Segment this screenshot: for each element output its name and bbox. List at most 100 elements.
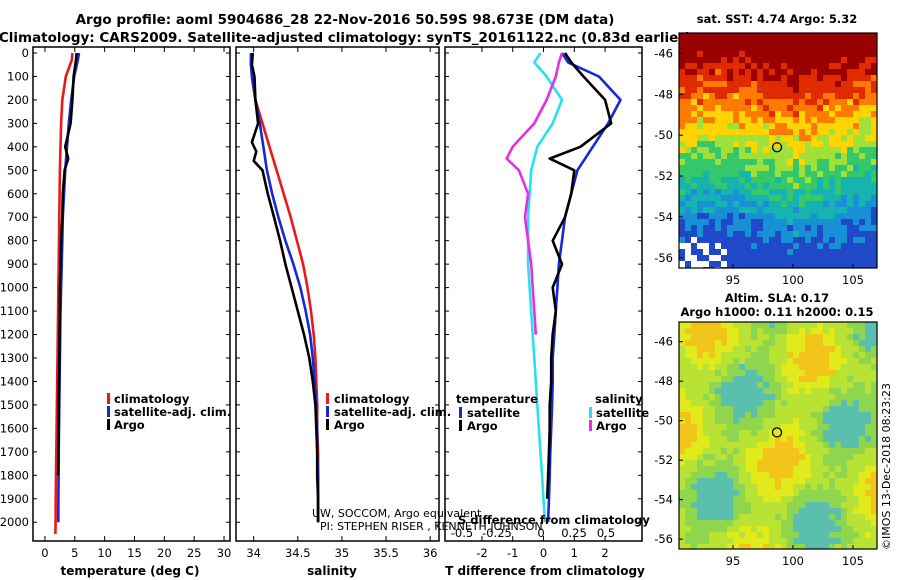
map-cell	[703, 532, 709, 538]
map-cell	[703, 340, 709, 346]
map-cell	[697, 231, 703, 237]
map-cell	[835, 75, 841, 81]
map-cell	[697, 424, 703, 430]
map-cell	[739, 123, 745, 129]
map-cell	[769, 111, 775, 117]
map-cell	[721, 147, 727, 153]
map-cell	[739, 75, 745, 81]
map-cell	[769, 249, 775, 255]
map-cell	[697, 454, 703, 460]
map-cell	[775, 195, 781, 201]
map-cell	[871, 261, 877, 267]
map-cell	[727, 63, 733, 69]
map-cell	[751, 81, 757, 87]
map-cell	[805, 448, 811, 454]
map-cell	[763, 51, 769, 57]
map-cell	[853, 454, 859, 460]
map-cell	[703, 201, 709, 207]
map-cell	[751, 466, 757, 472]
map-cell	[799, 135, 805, 141]
map-cell	[685, 225, 691, 231]
map-cell	[853, 394, 859, 400]
map-cell	[775, 370, 781, 376]
map-cell	[733, 201, 739, 207]
map-cell	[739, 382, 745, 388]
map-cell	[697, 33, 703, 39]
map-cell	[733, 340, 739, 346]
map-cell	[847, 538, 853, 544]
map-y-tick-label: -54	[654, 210, 673, 224]
map-cell	[835, 213, 841, 219]
map-cell	[859, 430, 865, 436]
map-cell	[685, 111, 691, 117]
map-cell	[865, 81, 871, 87]
map-cell	[835, 478, 841, 484]
map-cell	[853, 418, 859, 424]
map-cell	[745, 376, 751, 382]
map-cell	[679, 129, 685, 135]
map-cell	[703, 382, 709, 388]
map-cell	[787, 111, 793, 117]
map-cell	[721, 424, 727, 430]
map-cell	[679, 352, 685, 358]
map-cell	[823, 418, 829, 424]
map-cell	[745, 400, 751, 406]
map-cell	[757, 153, 763, 159]
map-cell	[697, 412, 703, 418]
map-cell	[865, 165, 871, 171]
map-cell	[811, 75, 817, 81]
map-cell	[835, 135, 841, 141]
map-cell	[715, 213, 721, 219]
map-cell	[811, 544, 817, 549]
map-cell	[841, 207, 847, 213]
map-cell	[715, 520, 721, 526]
map-cell	[733, 111, 739, 117]
map-cell	[859, 57, 865, 63]
map-cell	[763, 207, 769, 213]
map-cell	[757, 418, 763, 424]
map-cell	[829, 526, 835, 532]
map-cell	[721, 436, 727, 442]
map-cell	[811, 225, 817, 231]
map-cell	[727, 346, 733, 352]
map-cell	[703, 346, 709, 352]
map-cell	[871, 496, 877, 502]
map-cell	[715, 502, 721, 508]
map-cell	[841, 424, 847, 430]
map-cell	[781, 189, 787, 195]
map-cell	[721, 466, 727, 472]
map-cell	[739, 328, 745, 334]
map-cell	[751, 219, 757, 225]
map-cell	[805, 472, 811, 478]
map-cell	[763, 93, 769, 99]
map-cell	[835, 147, 841, 153]
map-cell	[691, 39, 697, 45]
map-cell	[733, 81, 739, 87]
map-cell	[721, 406, 727, 412]
map-cell	[697, 460, 703, 466]
map-cell	[751, 406, 757, 412]
map-cell	[781, 231, 787, 237]
map-cell	[775, 340, 781, 346]
map-cell	[781, 484, 787, 490]
map-cell	[847, 171, 853, 177]
map-cell	[769, 261, 775, 267]
map-cell	[769, 544, 775, 549]
map-x-tick-label: 105	[842, 273, 864, 287]
map-cell	[703, 484, 709, 490]
map-cell	[685, 75, 691, 81]
map-cell	[745, 532, 751, 538]
map-cell	[847, 261, 853, 267]
map-cell	[739, 87, 745, 93]
map-cell	[721, 370, 727, 376]
map-cell	[865, 472, 871, 478]
map-cell	[775, 93, 781, 99]
map-cell	[829, 400, 835, 406]
map-cell	[787, 430, 793, 436]
map-cell	[709, 430, 715, 436]
map-cell	[691, 87, 697, 93]
map-cell	[703, 99, 709, 105]
map-cell	[757, 135, 763, 141]
map-cell	[799, 81, 805, 87]
map-cell	[733, 352, 739, 358]
